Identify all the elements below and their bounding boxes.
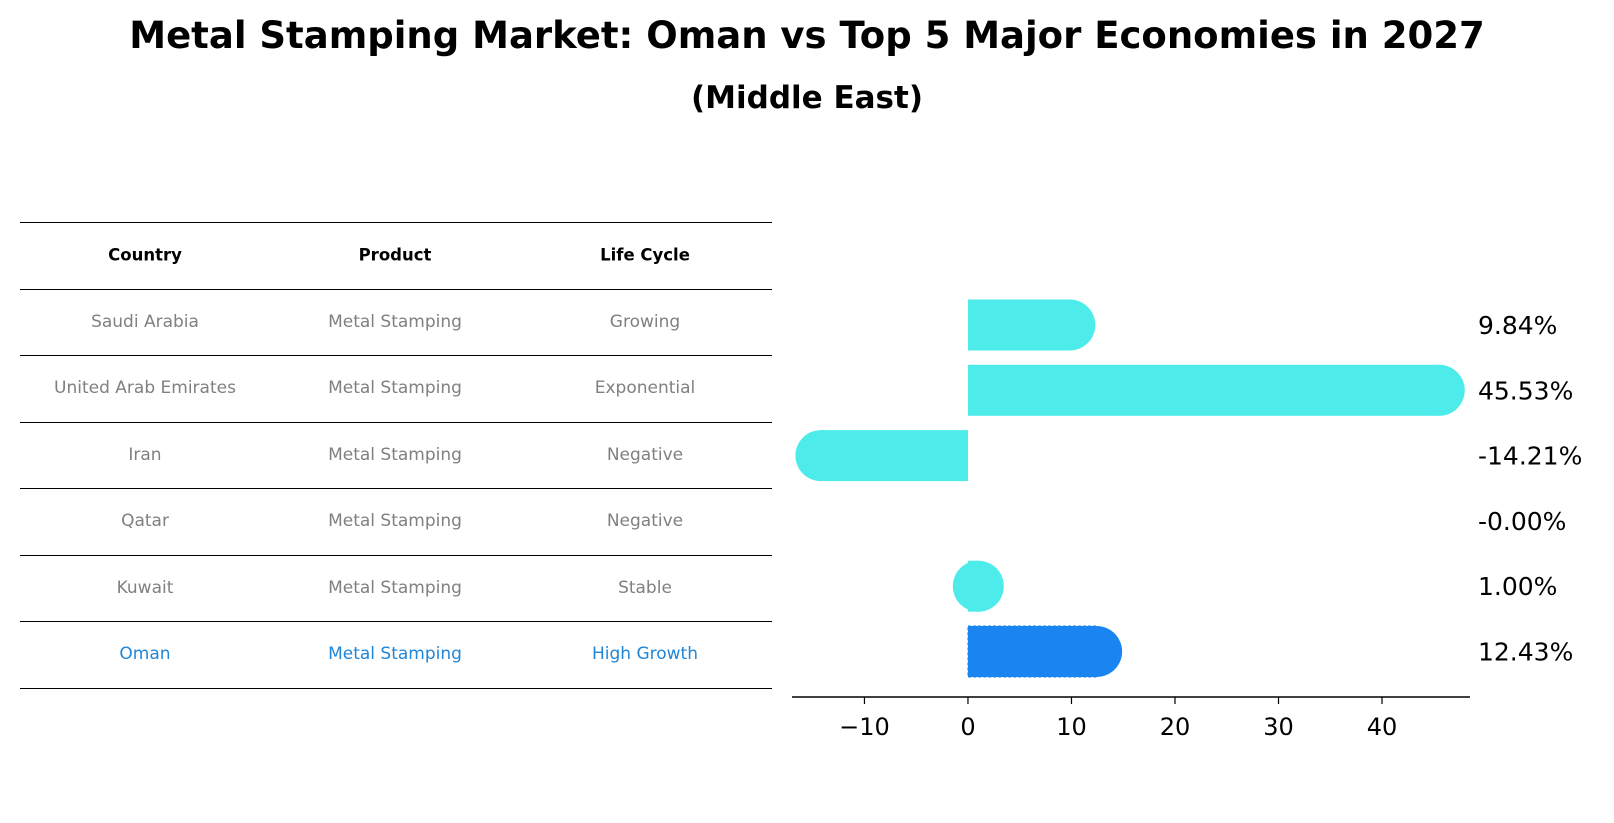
table-cell: Negative — [606, 444, 684, 465]
bar-cap — [1044, 299, 1096, 351]
table-cell: Kuwait — [116, 577, 174, 598]
table-header-product: Product — [358, 245, 432, 265]
x-tick-label: 20 — [1160, 713, 1191, 741]
table-cell: Iran — [128, 444, 162, 465]
data-label: 1.00% — [1478, 572, 1557, 601]
table-cell: Negative — [606, 511, 684, 532]
x-tick-label: −10 — [839, 713, 890, 741]
table-cell: High Growth — [591, 644, 698, 665]
table-rule — [20, 222, 772, 223]
chart-subtitle: (Middle East) — [690, 80, 923, 116]
table-rule — [20, 288, 772, 290]
bar-cap — [1071, 626, 1123, 677]
x-tick-label: 10 — [1056, 713, 1087, 741]
data-label: 12.43% — [1478, 638, 1573, 667]
table-rule — [20, 687, 772, 689]
data-label: -14.21% — [1478, 442, 1582, 471]
table-rule — [20, 554, 772, 556]
table-cell: Metal Stamping — [328, 444, 462, 465]
table-header-country: Country — [108, 245, 182, 265]
bar-cap — [795, 430, 847, 482]
table-cell: Exponential — [594, 378, 696, 399]
x-tick-label: 0 — [960, 713, 975, 741]
table-cell: Stable — [618, 577, 672, 598]
bar-cap — [1413, 364, 1465, 416]
x-tick-label: 40 — [1367, 713, 1398, 741]
table-rule — [20, 421, 772, 423]
table-cell: Saudi Arabia — [91, 311, 199, 332]
data-label: -0.00% — [1478, 507, 1566, 536]
table-rule — [20, 621, 772, 622]
table-cell: Qatar — [121, 511, 169, 532]
table-cell: Metal Stamping — [328, 577, 462, 598]
table-cell: Metal Stamping — [328, 378, 462, 399]
table-cell: United Arab Emirates — [54, 378, 236, 399]
table-cell: Growing — [609, 311, 681, 332]
table-header-life-cycle: Life Cycle — [600, 245, 690, 265]
table-cell: Metal Stamping — [328, 511, 462, 532]
x-tick-label: 30 — [1263, 713, 1294, 741]
table-cell: Oman — [119, 644, 171, 665]
table-cell: Metal Stamping — [328, 644, 462, 665]
bar — [967, 364, 1440, 416]
table-rule — [20, 488, 772, 489]
data-label: 9.84% — [1478, 311, 1557, 340]
chart-title: Metal Stamping Market: Oman vs Top 5 Maj… — [129, 14, 1485, 57]
table-cell: Metal Stamping — [328, 311, 462, 332]
table-rule — [20, 355, 772, 356]
data-label: 45.53% — [1478, 376, 1573, 405]
bar-cap — [952, 560, 1004, 612]
